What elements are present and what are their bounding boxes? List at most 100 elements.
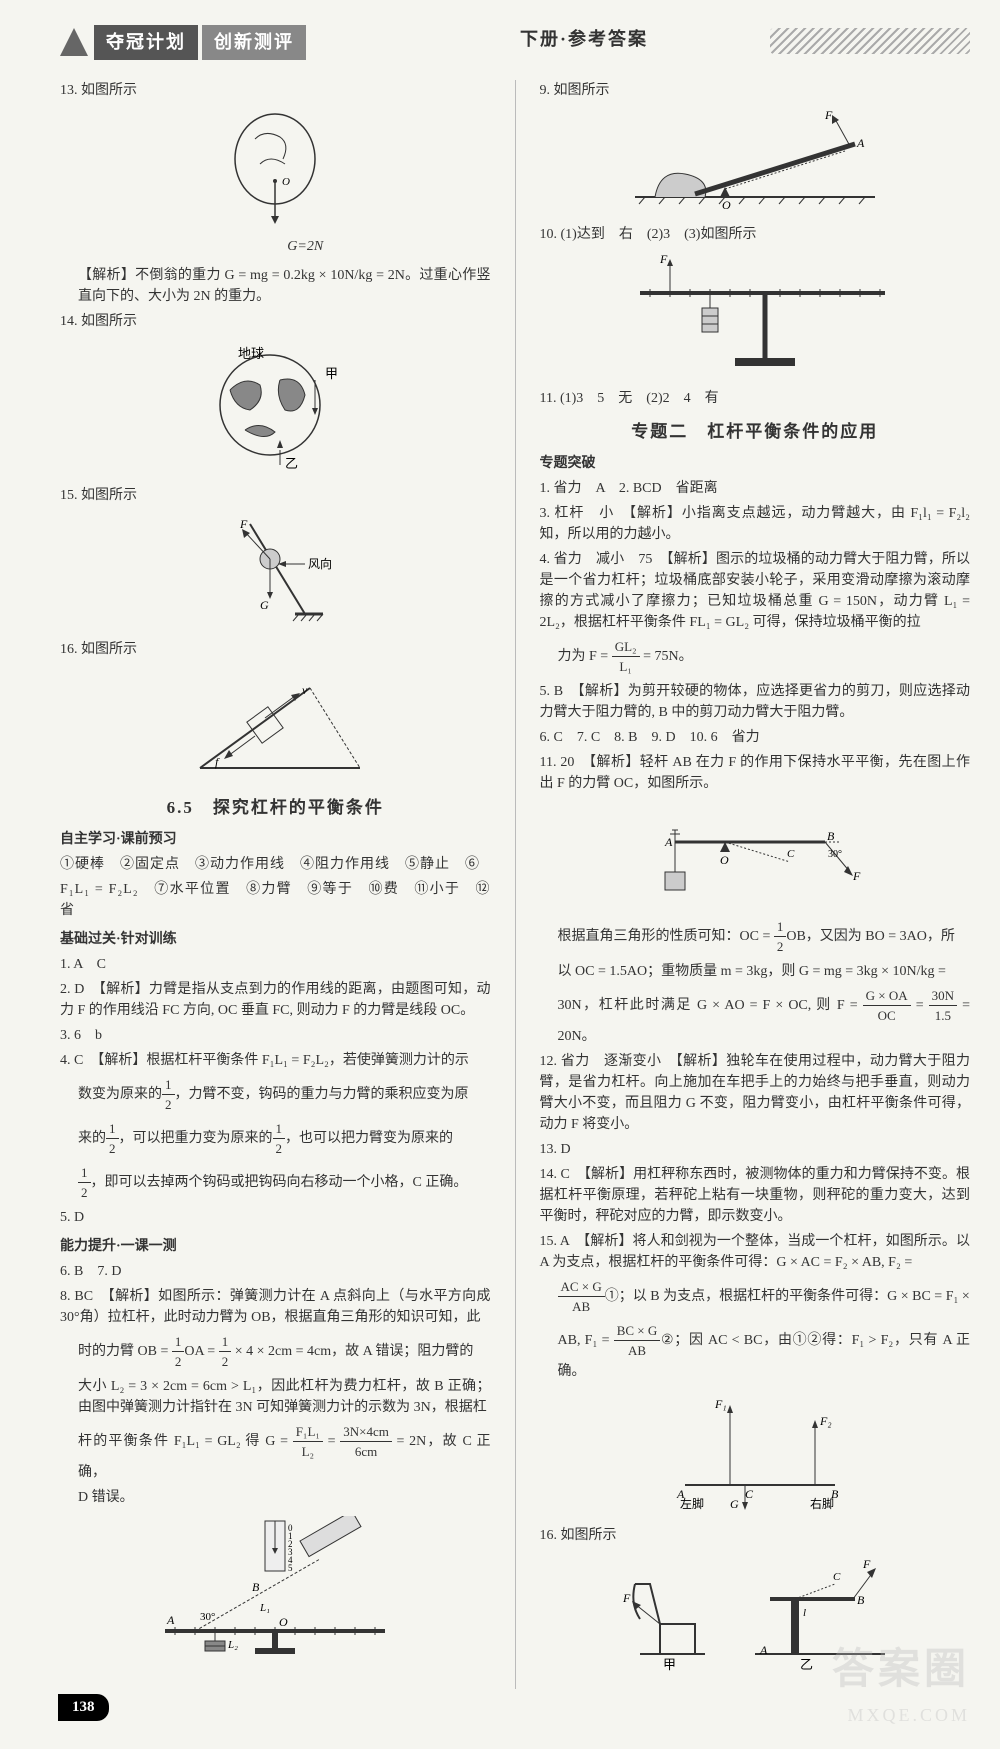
- r-a15-head: 15. A 【解析】将人和剑视为一个整体，当成一个杠杆，如图所示。以 A 为支点…: [540, 1231, 971, 1273]
- q15-right-figure: A B F₁ F₂ G C 左脚 右脚: [540, 1390, 971, 1517]
- right-column: 9. 如图所示 O A F 10. (1)达到 右 (2)3 (3)如图所示: [540, 80, 971, 1689]
- a3: 3. 6 b: [60, 1025, 491, 1046]
- svg-text:l: l: [803, 1607, 806, 1619]
- topic2-title: 专题二 杠杆平衡条件的应用: [540, 419, 971, 445]
- page-header: 夺冠计划 创新测评 下册·参考答案: [60, 20, 970, 64]
- bird-logo-icon: [60, 28, 88, 56]
- svg-text:F₁: F₁: [714, 1397, 727, 1411]
- svg-text:B: B: [252, 1580, 260, 1594]
- r-a6-10: 6. C 7. C 8. B 9. D 10. 6 省力: [540, 727, 971, 748]
- r-a4-head: 4. 省力 减小 75 【解析】图示的垃圾桶的动力臂大于阻力臂，所以是一个省力杠…: [540, 549, 971, 633]
- svg-text:O: O: [279, 1615, 288, 1629]
- svg-text:30°: 30°: [200, 1611, 215, 1623]
- svg-text:L₁: L₁: [259, 1602, 270, 1614]
- a8-line3: 大小 L₂ = 3 × 2cm = 6cm > L₁，因此杠杆为费力杠杆，故 B…: [60, 1376, 491, 1418]
- svg-text:L₂: L₂: [227, 1639, 238, 1651]
- a8-head: 8. BC 【解析】如图所示：弹簧测力计在 A 点斜向上（与水平方向成 30°角…: [60, 1286, 491, 1328]
- r-a11-p3: 以 OC = 1.5AO；重物质量 m = 3kg，则 G = mg = 3kg…: [540, 961, 971, 982]
- r-a11-p4: 30N，杠杆此时满足 G × AO = F × OC, 则 F = G × OA…: [540, 986, 971, 1047]
- r-a11-p2: 根据直角三角形的性质可知：OC = 12OB，又因为 BO = 3AO，所: [540, 917, 971, 957]
- q13-answer: 【解析】不倒翁的重力 G = mg = 0.2kg × 10N/kg = 2N。…: [60, 265, 491, 307]
- svg-text:地球: 地球: [238, 346, 264, 361]
- watermark: 答案圈 MXQE.COM: [832, 1639, 970, 1729]
- svg-text:A: A: [166, 1613, 175, 1627]
- watermark-url: MXQE.COM: [832, 1702, 970, 1729]
- preclass-line2: F₁L₁ = F₂L₂ ⑦水平位置 ⑧力臂 ⑨等于 ⑩费 ⑪小于 ⑫省: [60, 879, 491, 921]
- r-a1: 1. 省力 A 2. BCD 省距离: [540, 478, 971, 499]
- r-a3: 3. 杠杆 小 【解析】小指离支点越远，动力臂越大，由 F₁l₁ = F₂l₂ …: [540, 503, 971, 545]
- svg-text:乙: 乙: [800, 1657, 813, 1672]
- section-6-5-title: 6.5 探究杠杆的平衡条件: [60, 795, 491, 821]
- svg-text:A: A: [856, 136, 865, 150]
- a8-mid1: 时的力臂 OB = 12OA = 12 × 4 × 2cm = 4cm，故 A …: [60, 1332, 491, 1372]
- preclass-line1: ①硬棒 ②固定点 ③动力作用线 ④阻力作用线 ⑤静止 ⑥: [60, 854, 491, 875]
- r-a13: 13. D: [540, 1139, 971, 1160]
- a4: 4. C 【解析】根据杠杆平衡条件 F₁L₁ = F₂L₂，若使弹簧测力计的示: [60, 1050, 491, 1071]
- header-right-text: 下册·参考答案: [520, 26, 648, 53]
- svg-text:F: F: [862, 1557, 871, 1571]
- svg-text:C: C: [787, 848, 795, 860]
- svg-text:G: G: [260, 598, 269, 612]
- q15-figure: G F 风向: [60, 514, 491, 631]
- q13-g-label: G=2N: [120, 236, 491, 257]
- breakthrough-heading: 专题突破: [540, 453, 971, 474]
- column-divider: [515, 80, 516, 1689]
- preclass-heading: 自主学习·课前预习: [60, 829, 491, 850]
- left-column: 13. 如图所示 O G=2N 【解析】不倒翁的重力 G = mg = 0.2k…: [60, 80, 491, 1689]
- a8-mid2: 杆的平衡条件 F₁L₁ = GL₂ 得 G = F₁L₁L₂ = 3N×4cm6…: [60, 1422, 491, 1483]
- svg-text:F₂: F₂: [819, 1414, 832, 1428]
- svg-text:右脚: 右脚: [810, 1496, 834, 1510]
- svg-text:A: A: [664, 835, 673, 849]
- svg-text:O: O: [282, 176, 290, 188]
- r-a11: 11. 20 【解析】轻杆 AB 在力 F 的作用下保持水平平衡，先在图上作出 …: [540, 752, 971, 794]
- svg-text:O: O: [722, 198, 731, 209]
- r-a16: 16. 如图所示: [540, 1525, 971, 1546]
- page-number: 138: [58, 1694, 109, 1721]
- svg-text:A: A: [759, 1643, 768, 1657]
- a1: 1. A C: [60, 954, 491, 975]
- r-a15-m2: AB, F₁ = BC × GAB②；因 AC < BC，由①②得：F₁ > F…: [540, 1321, 971, 1382]
- a4-cont3: 12，即可以去掉两个钩码或把钩码向右移动一个小格，C 正确。: [60, 1163, 491, 1203]
- q8-figure: O A 30° B L₁ L₂ 012345: [60, 1516, 491, 1663]
- svg-text:乙: 乙: [285, 456, 298, 470]
- svg-text:F: F: [824, 109, 833, 122]
- q16-figure: v f: [60, 668, 491, 785]
- watermark-text: 答案圈: [832, 1639, 970, 1702]
- svg-text:f: f: [215, 755, 220, 769]
- r-a12: 12. 省力 逐渐变小 【解析】独轮车在使用过程中，动力臂大于阻力臂，是省力杠杆…: [540, 1051, 971, 1135]
- svg-text:G: G: [730, 1497, 739, 1510]
- svg-text:F: F: [239, 517, 248, 531]
- q13-label: 13. 如图所示: [60, 80, 491, 101]
- svg-text:F: F: [852, 869, 861, 883]
- svg-text:甲: 甲: [663, 1657, 676, 1672]
- q11-figure: A B O F 30° C: [540, 802, 971, 909]
- svg-text:C: C: [745, 1487, 754, 1501]
- q10-figure: F: [540, 253, 971, 380]
- a2: 2. D 【解析】力臂是指从支点到力的作用线的距离，由题图可知，动力 F 的作用…: [60, 979, 491, 1021]
- q15-label: 15. 如图所示: [60, 485, 491, 506]
- header-stripes-decor: [770, 28, 970, 54]
- a5: 5. D: [60, 1207, 491, 1228]
- svg-text:C: C: [833, 1571, 841, 1583]
- q16-label: 16. 如图所示: [60, 639, 491, 660]
- svg-text:O: O: [720, 853, 729, 867]
- content-columns: 13. 如图所示 O G=2N 【解析】不倒翁的重力 G = mg = 0.2k…: [60, 80, 970, 1689]
- basics-heading: 基础过关·针对训练: [60, 929, 491, 950]
- svg-text:30°: 30°: [828, 849, 842, 860]
- series-title: 夺冠计划: [94, 25, 198, 60]
- q9-label: 9. 如图所示: [540, 80, 971, 101]
- svg-text:5: 5: [288, 1563, 293, 1573]
- a8-tail: D 错误。: [60, 1487, 491, 1508]
- svg-text:F: F: [622, 1591, 631, 1605]
- svg-text:F: F: [659, 253, 668, 266]
- q14-figure: 地球 甲 乙: [60, 340, 491, 477]
- q13-figure: O G=2N: [60, 109, 491, 257]
- svg-text:v: v: [302, 683, 308, 697]
- svg-text:B: B: [857, 1593, 865, 1607]
- a6-7: 6. B 7. D: [60, 1261, 491, 1282]
- svg-text:左脚: 左脚: [680, 1496, 704, 1510]
- q10-label: 10. (1)达到 右 (2)3 (3)如图所示: [540, 224, 971, 245]
- svg-text:甲: 甲: [325, 366, 338, 381]
- ability-heading: 能力提升·一课一测: [60, 1236, 491, 1257]
- r-a14: 14. C 【解析】用杠秤称东西时，被测物体的重力和力臂保持不变。根据杠杆平衡原…: [540, 1164, 971, 1227]
